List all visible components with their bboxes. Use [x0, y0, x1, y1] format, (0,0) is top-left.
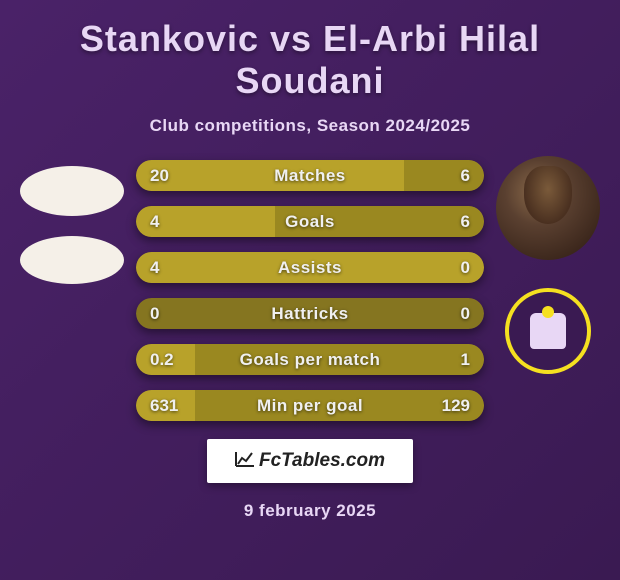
footer-date: 9 february 2025	[12, 501, 608, 521]
comparison-card: Stankovic vs El-Arbi Hilal Soudani Club …	[0, 0, 620, 521]
stat-row: 46Goals	[136, 206, 484, 237]
page-title: Stankovic vs El-Arbi Hilal Soudani	[12, 18, 608, 102]
brand-text: FcTables.com	[259, 450, 385, 472]
right-avatar-column	[488, 160, 608, 374]
chart-icon	[235, 451, 255, 472]
stat-label: Min per goal	[136, 390, 484, 421]
club-left-badge	[20, 236, 124, 284]
stat-label: Matches	[136, 160, 484, 191]
stat-row: 631129Min per goal	[136, 390, 484, 421]
stat-label: Goals	[136, 206, 484, 237]
player-left-avatar	[20, 166, 124, 216]
brand-badge[interactable]: FcTables.com	[207, 439, 413, 483]
stat-row: 00Hattricks	[136, 298, 484, 329]
stat-label: Assists	[136, 252, 484, 283]
subtitle: Club competitions, Season 2024/2025	[12, 116, 608, 136]
comparison-area: 206Matches 46Goals 40Assists 00Hattricks 0.2…	[12, 160, 608, 421]
left-avatar-column	[12, 160, 132, 284]
stat-row: 0.21Goals per match	[136, 344, 484, 375]
player-right-avatar	[496, 156, 600, 260]
stat-label: Hattricks	[136, 298, 484, 329]
stat-label: Goals per match	[136, 344, 484, 375]
stat-row: 40Assists	[136, 252, 484, 283]
stat-row: 206Matches	[136, 160, 484, 191]
stat-bars: 206Matches 46Goals 40Assists 00Hattricks 0.2…	[132, 160, 488, 421]
club-right-badge	[505, 288, 591, 374]
